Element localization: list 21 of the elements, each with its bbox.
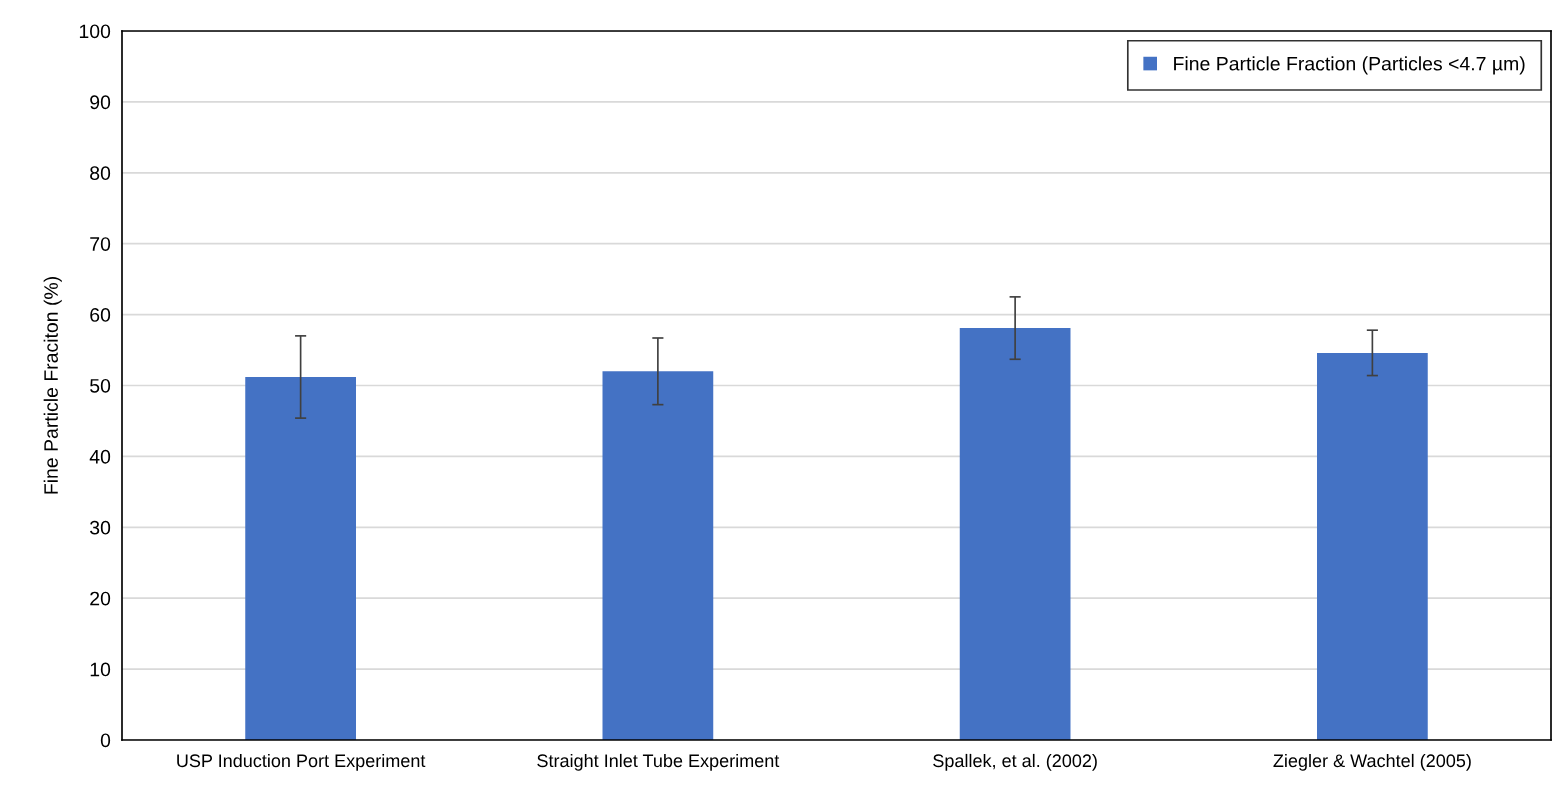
y-tick-label: 0 — [100, 733, 111, 748]
legend-label: Fine Particle Fraction (Particles <4.7 µm) — [1174, 56, 1525, 75]
y-axis-title: Fine Particle Fraciton (%) — [43, 277, 62, 494]
x-tick-label: Ziegler & Wachtel (2005) — [1273, 753, 1471, 771]
bar — [602, 371, 714, 740]
y-tick-label: 70 — [90, 237, 111, 251]
bar — [1317, 352, 1428, 740]
y-tick-label: 90 — [90, 95, 111, 110]
y-tick-label: 100 — [79, 24, 111, 39]
x-tick-label: Spallek, et al. (2002) — [933, 753, 1097, 771]
bar — [245, 376, 356, 740]
bar — [959, 328, 1071, 740]
y-tick-label: 30 — [90, 520, 111, 535]
y-tick-label: 60 — [90, 308, 111, 322]
x-tick-label: USP Induction Port Experiment — [177, 753, 426, 771]
y-tick-label: 80 — [90, 166, 111, 181]
y-tick-label: 20 — [90, 591, 111, 606]
y-tick-label: 10 — [90, 662, 111, 677]
x-tick-label: Straight Inlet Tube Experiment — [537, 753, 780, 771]
y-tick-label: 40 — [89, 449, 111, 464]
y-tick-label: 50 — [90, 378, 111, 393]
